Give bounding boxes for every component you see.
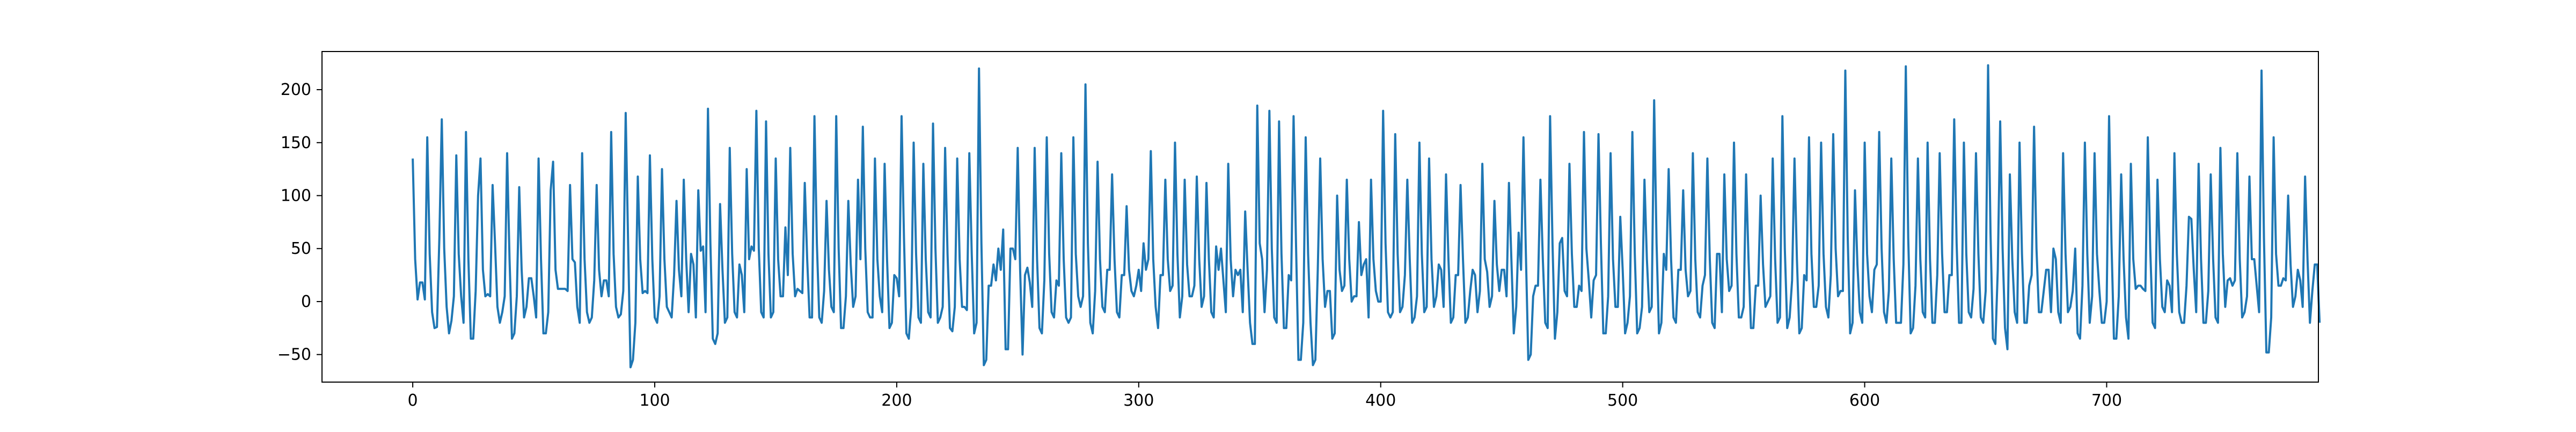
series-line [412, 64, 2321, 369]
y-tick-label: 0 [301, 292, 311, 311]
y-axis: −50 0 50 100 150 200 [277, 80, 322, 364]
x-tick-label: 400 [1365, 391, 1396, 410]
x-axis: 0 100 200 300 400 500 600 700 [408, 382, 2122, 410]
x-tick-label: 100 [639, 391, 670, 410]
x-tick-label: 600 [1849, 391, 1880, 410]
y-tick-label: 200 [281, 80, 311, 99]
y-tick-label: 150 [281, 134, 311, 152]
y-tick-label: 50 [291, 239, 311, 258]
x-tick-label: 500 [1607, 391, 1638, 410]
x-tick-label: 700 [2091, 391, 2122, 410]
y-tick-label: 100 [281, 187, 311, 206]
x-tick-label: 0 [408, 391, 418, 410]
plot-frame [321, 51, 2319, 383]
x-tick-label: 200 [881, 391, 912, 410]
x-tick-label: 300 [1123, 391, 1154, 410]
y-tick-label: −50 [277, 346, 311, 364]
